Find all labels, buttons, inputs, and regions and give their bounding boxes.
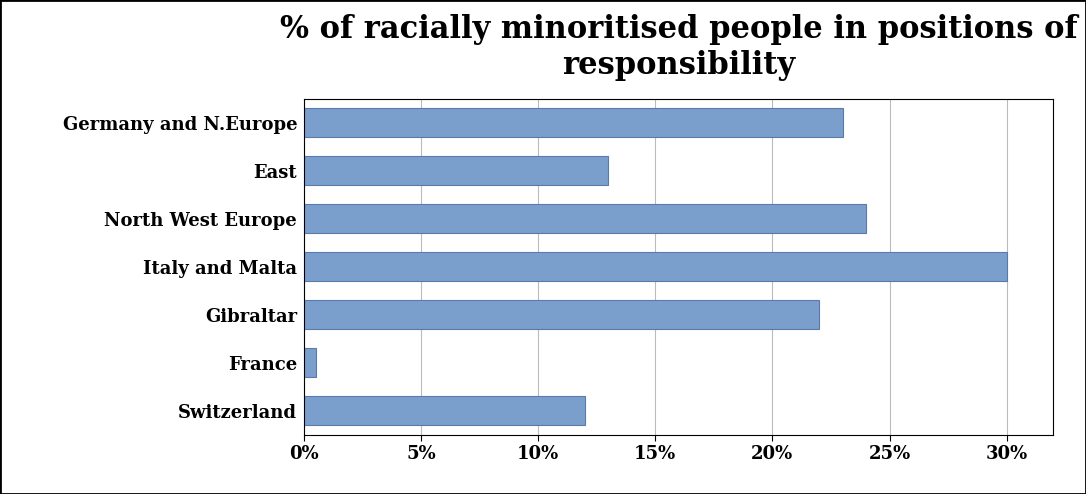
Bar <box>304 205 867 233</box>
Bar <box>304 396 585 425</box>
Bar <box>304 252 1007 281</box>
Bar <box>304 108 843 137</box>
Bar <box>304 348 316 377</box>
Title: % of racially minoritised people in positions of
responsibility: % of racially minoritised people in posi… <box>280 14 1077 81</box>
Bar <box>304 157 608 185</box>
Bar <box>304 300 819 329</box>
